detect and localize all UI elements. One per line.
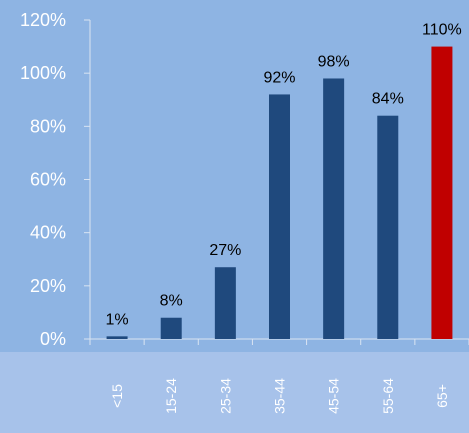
bar-65- [431, 46, 453, 339]
y-axis: 0% 20% 40% 60% 80% 100% 120% [20, 10, 91, 349]
data-label: 110% [422, 22, 462, 39]
bar-25-34 [214, 267, 236, 339]
bar-45-54 [323, 78, 345, 339]
data-label: 84% [372, 91, 404, 108]
y-tick-label: 120% [20, 10, 66, 30]
x-tick-label: <15 [109, 384, 125, 408]
data-label: 27% [209, 242, 241, 259]
x-tick-label: 65+ [434, 384, 450, 408]
bar--15 [106, 336, 128, 339]
bar-55-64 [377, 115, 399, 339]
data-labels: 1% 8% 27% 92% 98% 84% 110% [106, 22, 462, 329]
bar-35-44 [269, 94, 290, 339]
y-tick-label: 80% [30, 116, 66, 136]
x-axis-label-band [0, 352, 469, 433]
y-tick-label: 40% [30, 223, 66, 243]
y-tick-label: 100% [20, 63, 66, 83]
x-tick-label: 35-44 [272, 378, 288, 414]
x-tick-label: 15-24 [163, 378, 179, 414]
y-tick-label: 20% [30, 276, 66, 296]
data-label: 92% [263, 69, 295, 86]
y-tick-label: 0% [40, 329, 66, 349]
bar-15-24 [160, 317, 182, 339]
data-label: 1% [106, 311, 129, 328]
bars [106, 46, 453, 339]
data-label: 98% [318, 53, 350, 70]
data-label: 8% [160, 293, 183, 310]
x-tick-label: 25-34 [217, 378, 233, 414]
x-tick-label: 55-64 [380, 378, 396, 414]
x-tick-label: 45-54 [326, 378, 342, 414]
y-tick-label: 60% [30, 170, 66, 190]
